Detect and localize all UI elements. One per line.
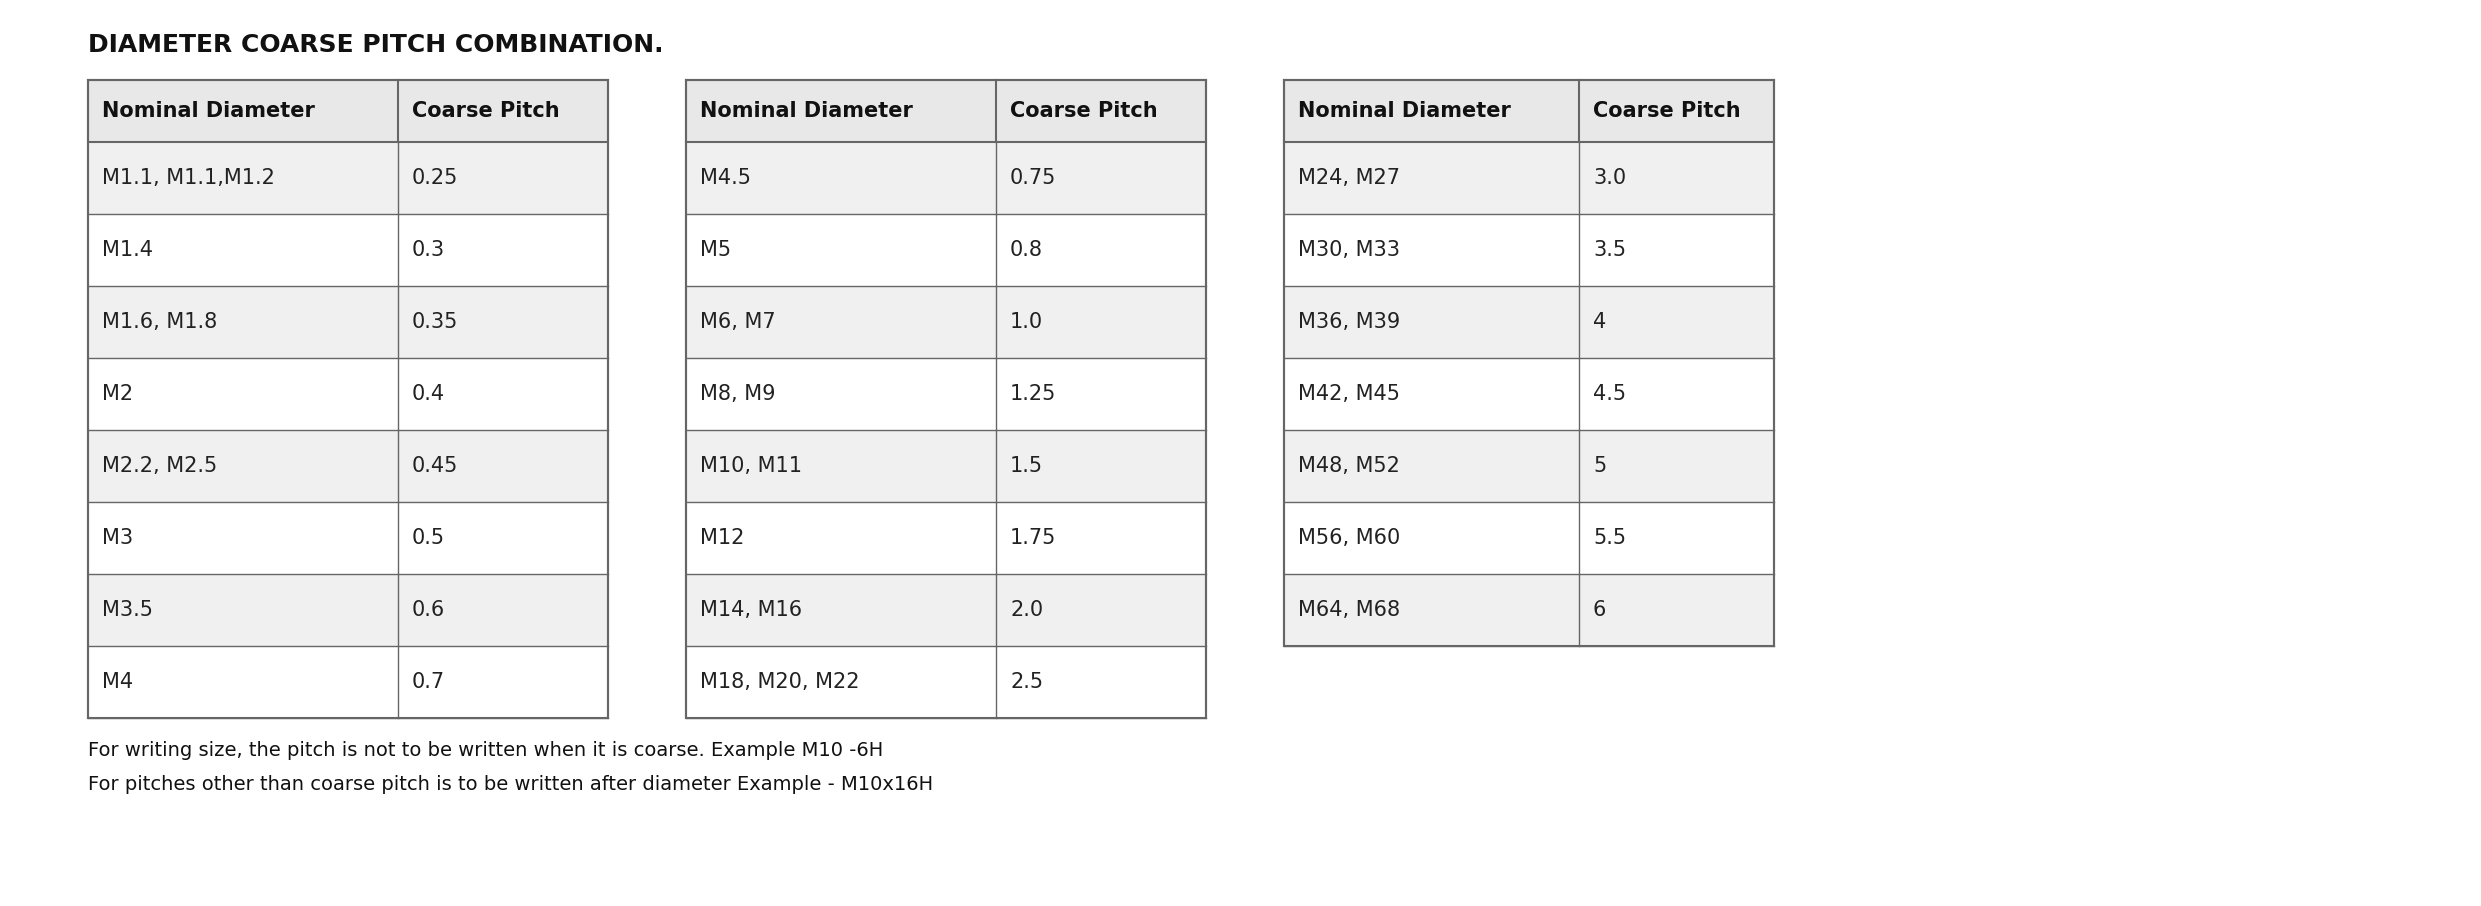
Bar [687,142,1206,214]
Text: M14, M16: M14, M16 [700,600,801,620]
Text: 1.5: 1.5 [1010,456,1042,476]
Text: M4: M4 [102,672,134,692]
Text: M3.5: M3.5 [102,600,154,620]
Text: 5: 5 [1593,456,1605,476]
Text: For writing size, the pitch is not to be written when it is coarse. Example M10 : For writing size, the pitch is not to be… [87,740,883,759]
Bar [687,502,1206,574]
Bar [87,430,608,502]
Text: M18, M20, M22: M18, M20, M22 [700,672,858,692]
Text: Nominal Diameter: Nominal Diameter [700,101,913,121]
Text: 2.5: 2.5 [1010,672,1042,692]
Text: 1.75: 1.75 [1010,528,1057,548]
Text: M1.4: M1.4 [102,240,154,260]
Text: 0.6: 0.6 [412,600,444,620]
Text: 4.5: 4.5 [1593,384,1625,404]
Text: M64, M68: M64, M68 [1298,600,1399,620]
Text: For pitches other than coarse pitch is to be written after diameter Example - M1: For pitches other than coarse pitch is t… [87,775,933,794]
Bar [1285,502,1774,574]
Text: M2: M2 [102,384,134,404]
Bar [687,574,1206,646]
Text: 6: 6 [1593,600,1605,620]
Bar [1285,80,1774,646]
Text: Coarse Pitch: Coarse Pitch [1593,101,1742,121]
Text: M24, M27: M24, M27 [1298,168,1399,188]
Text: Nominal Diameter: Nominal Diameter [102,101,315,121]
Bar [1285,142,1774,214]
Text: M10, M11: M10, M11 [700,456,801,476]
Text: 0.45: 0.45 [412,456,459,476]
Text: M36, M39: M36, M39 [1298,312,1399,332]
Text: M30, M33: M30, M33 [1298,240,1399,260]
Text: 5.5: 5.5 [1593,528,1625,548]
Text: M56, M60: M56, M60 [1298,528,1399,548]
Text: M4.5: M4.5 [700,168,752,188]
Text: M6, M7: M6, M7 [700,312,777,332]
Bar [687,80,1206,142]
Bar [1285,430,1774,502]
Text: 0.4: 0.4 [412,384,444,404]
Bar [687,80,1206,718]
Text: M12: M12 [700,528,744,548]
Bar [687,286,1206,358]
Text: 0.8: 0.8 [1010,240,1042,260]
Text: 0.25: 0.25 [412,168,459,188]
Bar [87,358,608,430]
Text: M5: M5 [700,240,732,260]
Text: Nominal Diameter: Nominal Diameter [1298,101,1511,121]
Bar [687,214,1206,286]
Bar [87,80,608,718]
Bar [87,646,608,718]
Bar [87,286,608,358]
Text: M1.6, M1.8: M1.6, M1.8 [102,312,218,332]
Text: 3.5: 3.5 [1593,240,1625,260]
Text: 0.35: 0.35 [412,312,459,332]
Text: M48, M52: M48, M52 [1298,456,1399,476]
Text: DIAMETER COARSE PITCH COMBINATION.: DIAMETER COARSE PITCH COMBINATION. [87,33,662,57]
Text: 0.75: 0.75 [1010,168,1057,188]
Bar [1285,286,1774,358]
Text: 2.0: 2.0 [1010,600,1042,620]
Bar [87,214,608,286]
Bar [87,142,608,214]
Text: 1.25: 1.25 [1010,384,1057,404]
Text: Coarse Pitch: Coarse Pitch [412,101,561,121]
Bar [1285,358,1774,430]
Text: M42, M45: M42, M45 [1298,384,1399,404]
Bar [1285,214,1774,286]
Text: 0.7: 0.7 [412,672,444,692]
Bar [87,502,608,574]
Text: Coarse Pitch: Coarse Pitch [1010,101,1159,121]
Text: 1.0: 1.0 [1010,312,1042,332]
Bar [87,80,608,142]
Bar [1285,574,1774,646]
Text: M1.1, M1.1,M1.2: M1.1, M1.1,M1.2 [102,168,275,188]
Bar [87,574,608,646]
Bar [687,430,1206,502]
Bar [1285,80,1774,142]
Text: 3.0: 3.0 [1593,168,1625,188]
Text: 0.3: 0.3 [412,240,444,260]
Text: M3: M3 [102,528,134,548]
Text: M2.2, M2.5: M2.2, M2.5 [102,456,218,476]
Text: 0.5: 0.5 [412,528,444,548]
Text: M8, M9: M8, M9 [700,384,777,404]
Bar [687,646,1206,718]
Bar [687,358,1206,430]
Text: 4: 4 [1593,312,1605,332]
